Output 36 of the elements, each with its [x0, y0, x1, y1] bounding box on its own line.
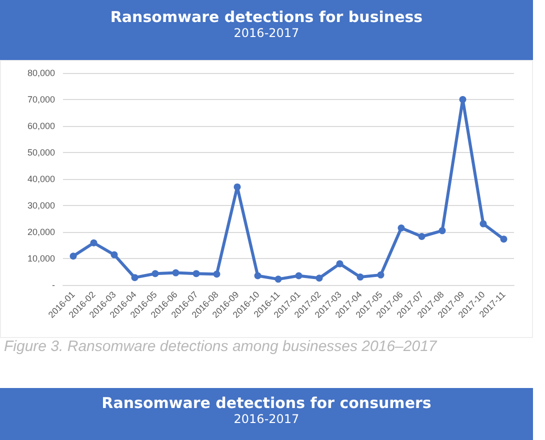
caption: Figure 3. Ransomware detections among businesses 2016–2017 [4, 338, 437, 355]
point [110, 251, 118, 258]
y-tick-label: 40,000 [27, 174, 55, 184]
y-tick-label: 60,000 [27, 121, 55, 131]
point [192, 270, 200, 278]
point [336, 260, 344, 268]
point [254, 272, 262, 280]
y-tick-label: 30,000 [27, 200, 55, 210]
point [172, 269, 180, 276]
point [480, 220, 487, 228]
point [316, 274, 323, 282]
point [152, 270, 159, 278]
y-tick-label: 70,000 [27, 94, 55, 104]
point [213, 270, 220, 278]
point [90, 239, 98, 246]
y-tick-label: 20,000 [27, 227, 55, 237]
point [131, 274, 138, 282]
y-tick-label: 80,000 [27, 68, 55, 78]
y-tick-label: - [52, 280, 55, 290]
chart-subtitle: 2016-2017 [232, 26, 300, 40]
point [234, 183, 241, 190]
point [438, 227, 446, 234]
text: Ransomware detections for consumers [100, 394, 432, 412]
point [274, 276, 282, 283]
text: 2016-2017 [232, 412, 300, 426]
point [500, 236, 508, 243]
chart-title: Ransomware detections for business [109, 8, 424, 26]
y-tick-label: 10,000 [27, 254, 55, 264]
point [398, 224, 405, 232]
point [459, 96, 466, 103]
point [377, 271, 384, 278]
point [356, 274, 364, 281]
y-tick-label: 50,000 [27, 148, 55, 158]
point [418, 233, 426, 240]
point [295, 272, 302, 280]
point [70, 252, 77, 260]
